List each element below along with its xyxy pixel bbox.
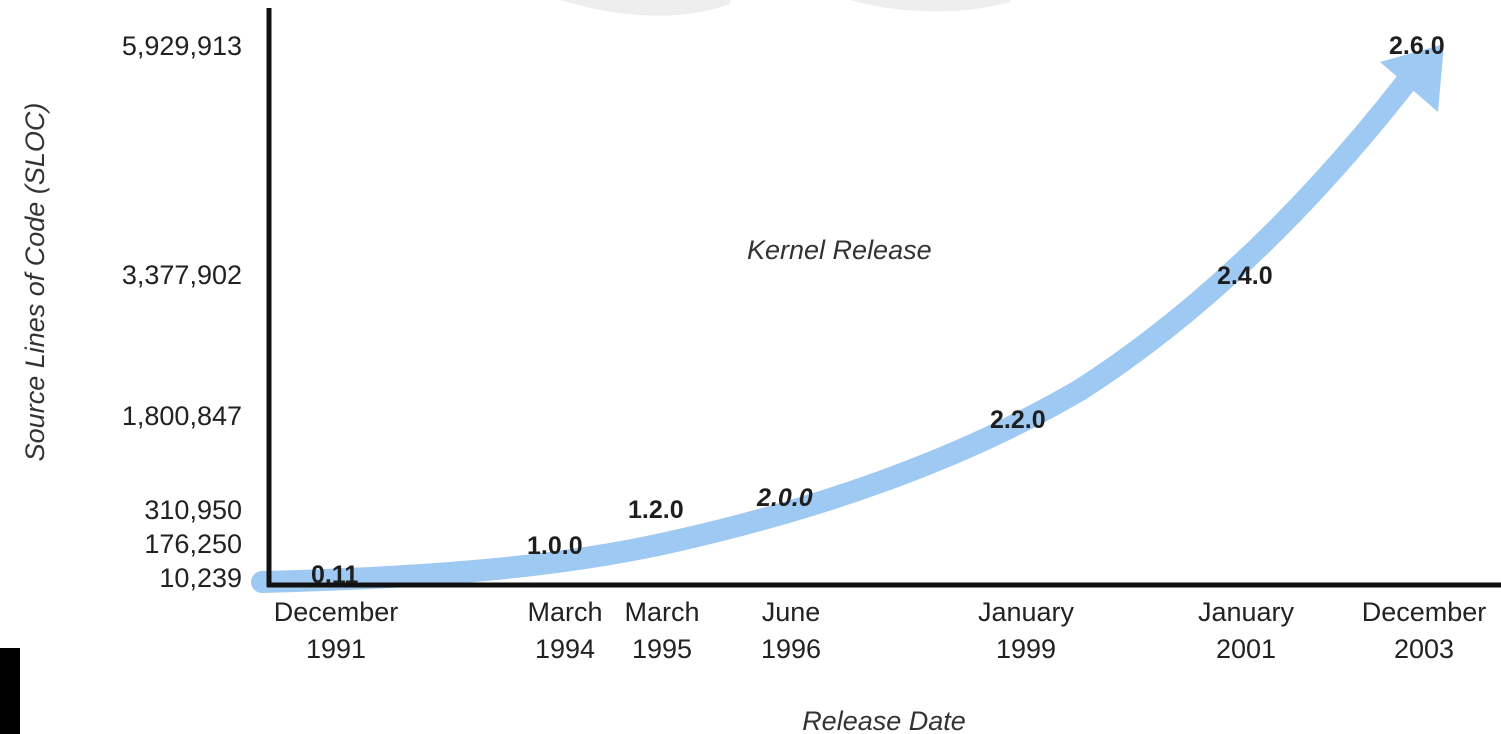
release-label: 2.6.0 (1389, 32, 1445, 60)
release-label: 1.2.0 (628, 496, 684, 524)
x-tick-label-year: 2003 (1394, 634, 1454, 664)
y-axis-title: Source Lines of Code (SLOC) (20, 103, 50, 462)
x-tick-label-year: 1996 (761, 634, 821, 664)
x-tick-label-year: 1991 (306, 634, 366, 664)
x-tick-label-month: June (762, 597, 821, 627)
release-label: 2.2.0 (990, 406, 1046, 434)
y-tick-label: 310,950 (144, 495, 242, 525)
top-edge-shadow (560, 0, 1010, 16)
x-tick-label-year: 2001 (1216, 634, 1276, 664)
x-tick-label-year: 1994 (535, 634, 595, 664)
x-tick-label-month: March (527, 597, 602, 627)
release-label: 0.11 (311, 561, 358, 589)
growth-arrow-head (1380, 44, 1444, 112)
y-tick-label: 3,377,902 (122, 260, 242, 290)
release-label: 2.0.0 (756, 484, 813, 512)
growth-arrow-body (251, 69, 1419, 593)
x-tick-label-month: March (624, 597, 699, 627)
y-tick-label: 1,800,847 (122, 401, 242, 431)
left-edge-bar (0, 648, 20, 734)
release-label: 1.0.0 (527, 532, 583, 560)
release-label: 2.4.0 (1217, 262, 1273, 290)
y-tick-label: 5,929,913 (122, 31, 242, 61)
x-axis-title: Release Date (802, 706, 966, 734)
y-tick-label: 10,239 (159, 563, 242, 593)
x-tick-label-year: 1999 (996, 634, 1056, 664)
y-tick-label: 176,250 (144, 529, 242, 559)
x-tick-label-month: December (1362, 597, 1487, 627)
x-tick-label-month: December (274, 597, 399, 627)
x-tick-label-month: January (1198, 597, 1295, 627)
x-tick-label-year: 1995 (632, 634, 692, 664)
kernel-release-annotation: Kernel Release (747, 235, 932, 265)
x-tick-label-month: January (978, 597, 1075, 627)
